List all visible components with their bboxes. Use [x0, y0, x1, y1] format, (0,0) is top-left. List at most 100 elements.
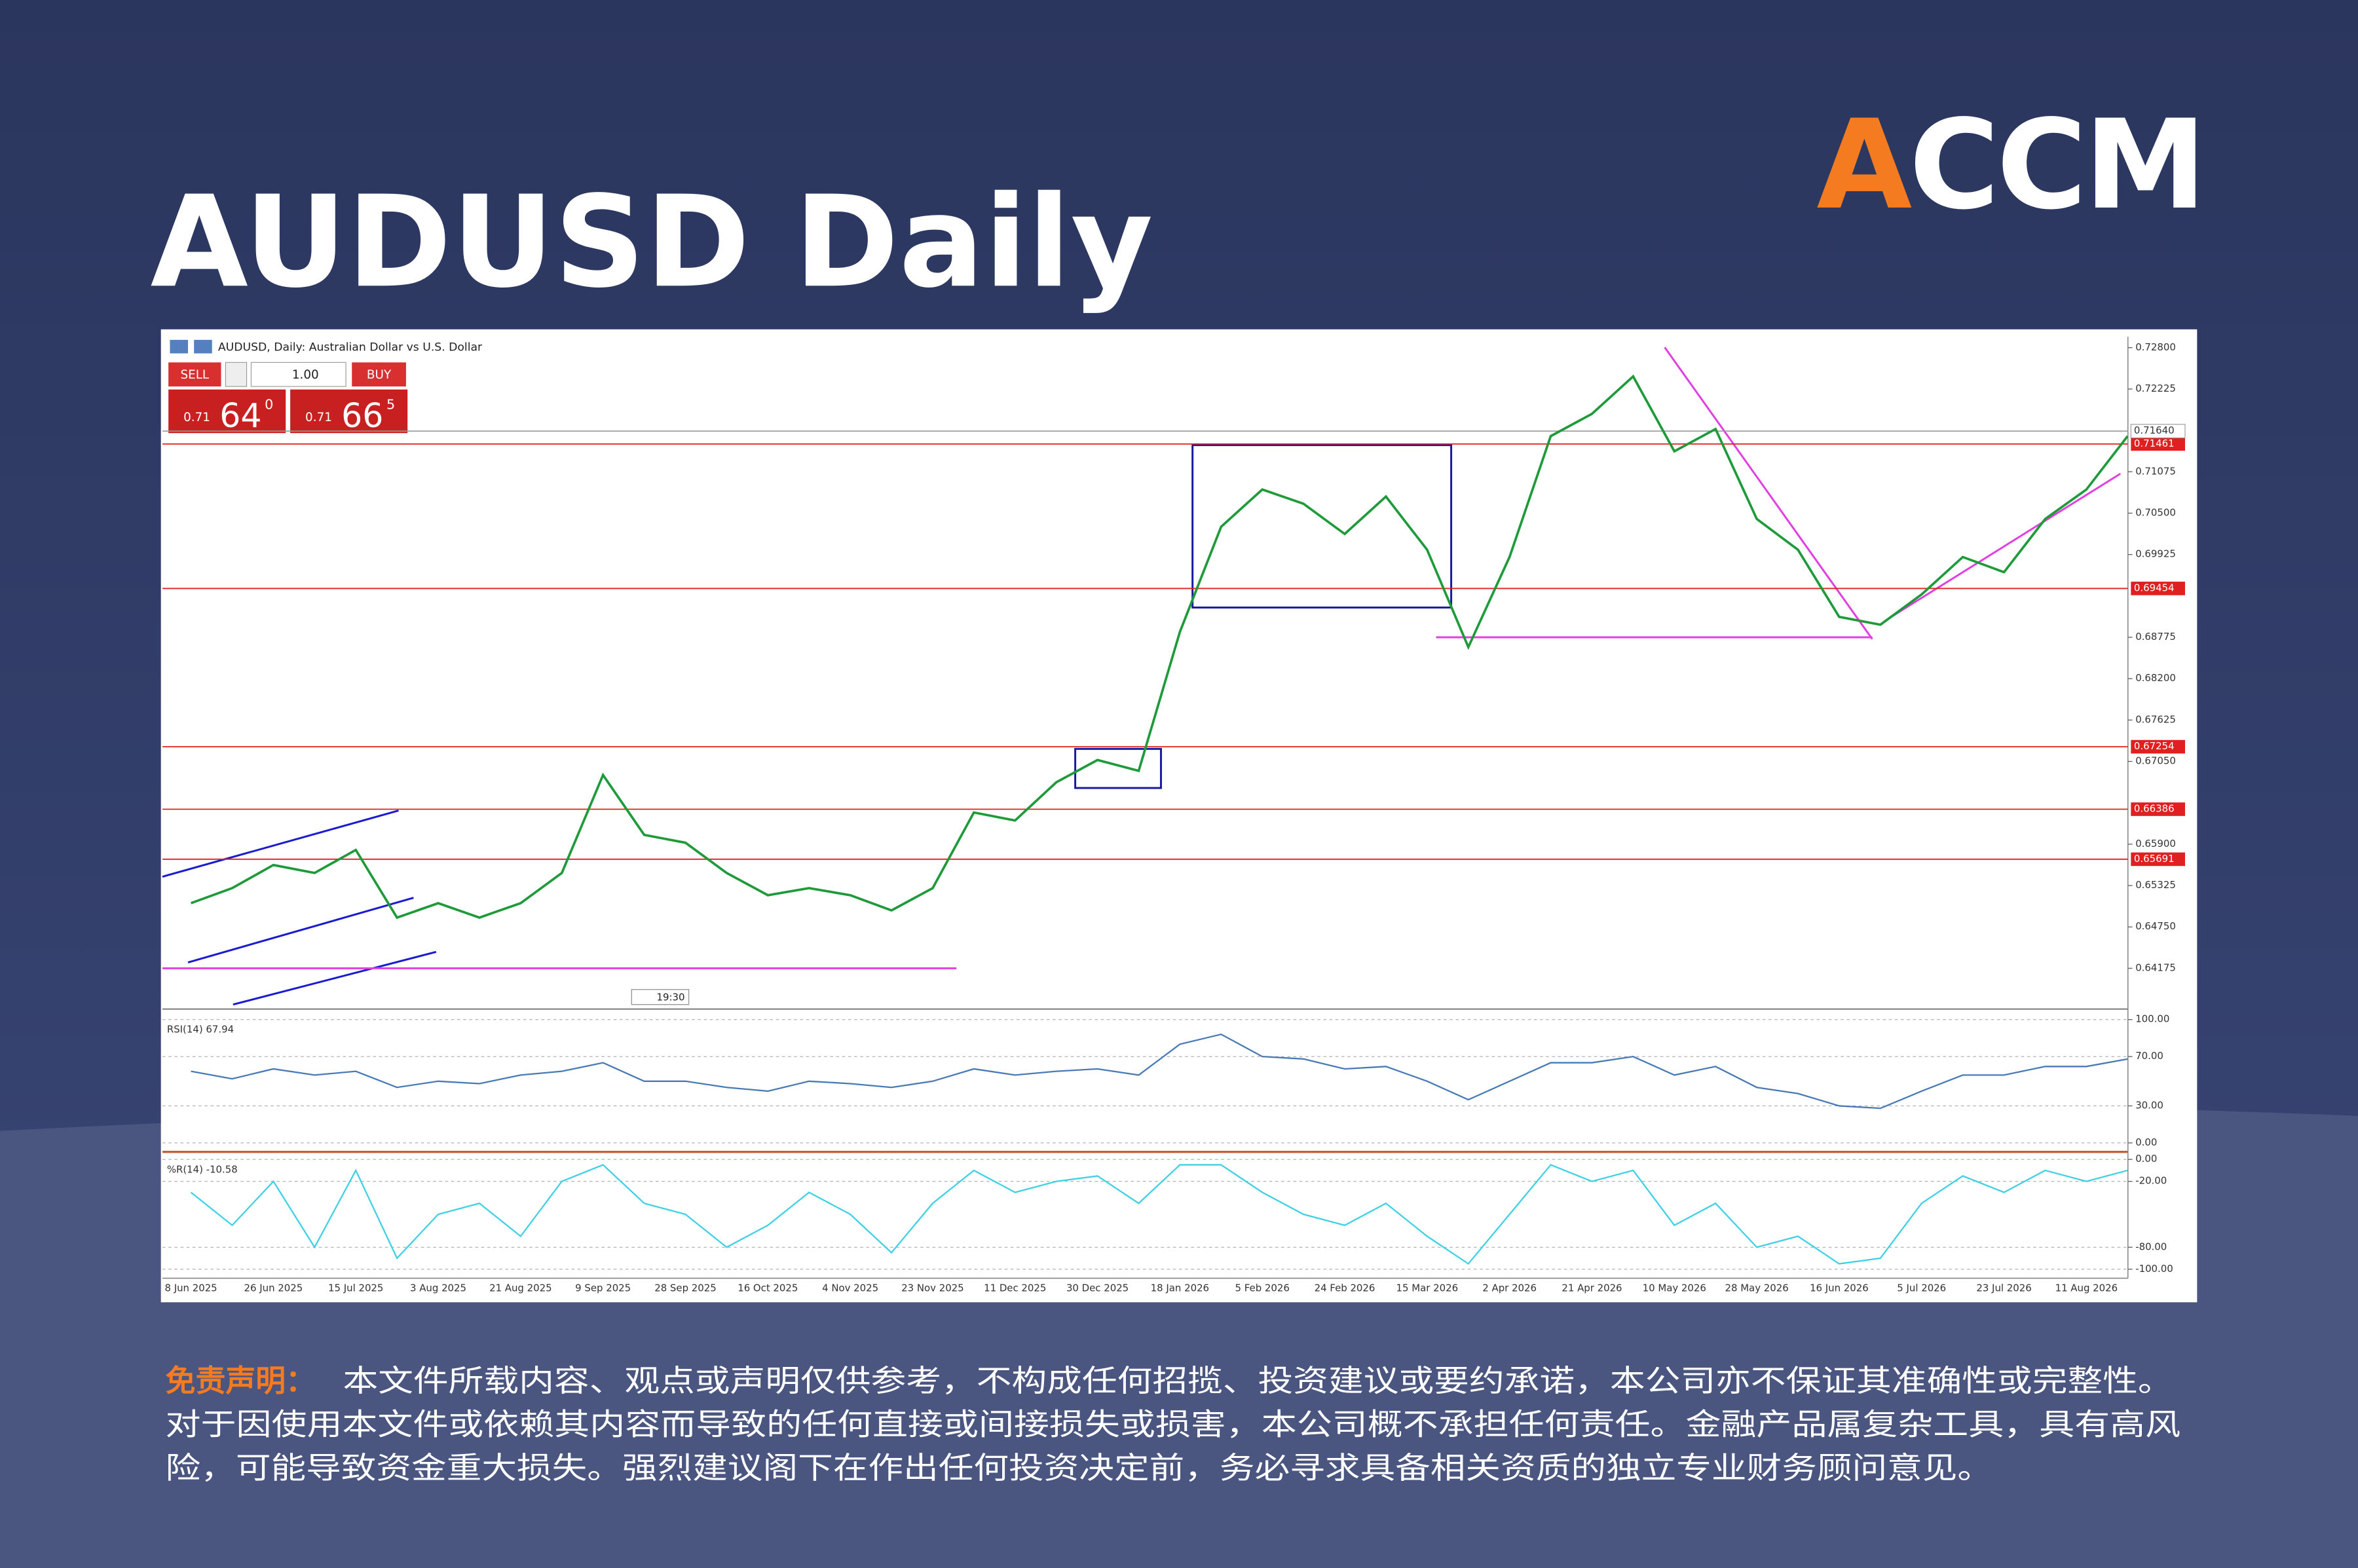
x-tick-label: 23 Nov 2025: [901, 1282, 964, 1294]
y-tick-label: 0.72225: [2135, 383, 2176, 394]
y-tick-label: 0.64750: [2135, 920, 2176, 932]
y-tick-label: 0.68200: [2135, 672, 2176, 684]
page-title: AUDUSD Daily: [151, 169, 1153, 316]
y-tick-label: 0.67050: [2135, 755, 2176, 767]
level-label-box: [2131, 739, 2185, 754]
logo-accent: A: [1816, 94, 1911, 237]
x-tick-label: 10 May 2026: [1643, 1282, 1706, 1294]
lot-input[interactable]: [250, 362, 346, 387]
indicator-title: %R(14) -10.58: [167, 1163, 238, 1175]
trend-line: [1664, 346, 1873, 640]
x-tick-label: 4 Nov 2025: [822, 1282, 878, 1294]
level-label-box: [2131, 582, 2185, 595]
level-label: 0.71461: [2134, 438, 2175, 449]
logo-rest: CCM: [1909, 94, 2204, 237]
ask-box[interactable]: [290, 389, 408, 434]
ask-big: 66: [341, 396, 383, 435]
x-tick-label: 5 Feb 2026: [1235, 1282, 1290, 1294]
lot-down[interactable]: [225, 362, 248, 387]
x-tick-label: 15 Jul 2025: [328, 1282, 383, 1294]
channel-line: [162, 810, 399, 878]
disclaimer-line: 对于因使用本文件或依赖其内容而导致的任何直接或间接损失或损害，本公司概不承担任何…: [166, 1406, 2181, 1442]
current-price-box: [2130, 424, 2186, 439]
y-tick-label: 0.71075: [2135, 465, 2176, 477]
x-tick-label: 28 Sep 2025: [654, 1282, 716, 1294]
y-tick-label: 0.00: [2135, 1136, 2157, 1148]
annotations: [162, 346, 2122, 1006]
icon: [170, 339, 188, 354]
x-tick-label: 11 Dec 2025: [984, 1282, 1046, 1294]
channel-line: [187, 897, 414, 963]
y-tick-label: 0.69925: [2135, 548, 2176, 560]
x-tick-label: 26 Jun 2025: [244, 1282, 303, 1294]
level-label-box: [2131, 802, 2185, 816]
x-tick-label: 2 Apr 2026: [1482, 1282, 1537, 1294]
y-tick-label: 70.00: [2135, 1050, 2163, 1062]
disclaimer-line: 险，可能导致资金重大损失。强烈建议阁下在作出任何投资决定前，务必寻求具备相关资质…: [166, 1450, 1993, 1485]
x-tick-label: 15 Mar 2026: [1396, 1282, 1459, 1294]
x-tick-label: 11 Aug 2026: [2055, 1282, 2118, 1294]
x-tick-label: 28 May 2026: [1725, 1282, 1788, 1294]
ask-prefix: 0.71: [305, 411, 332, 424]
bid-sup: 0: [265, 397, 273, 413]
sell-label: SELL: [180, 368, 209, 382]
buy-button[interactable]: [352, 362, 406, 387]
trade-panel: SELL 1.00 BUY 0.71 64 0 0.71 66 5: [168, 362, 408, 435]
x-tick-label: 21 Apr 2026: [1562, 1282, 1622, 1294]
clock: 19:30: [656, 991, 684, 1003]
bid-prefix: 0.71: [183, 411, 210, 424]
level-label: 0.69454: [2134, 582, 2175, 593]
bid-big: 64: [219, 396, 261, 435]
y-tick-label: 30.00: [2135, 1099, 2163, 1111]
series-line: [190, 1164, 2128, 1265]
clock-box: [631, 989, 690, 1005]
x-tick-label: 16 Oct 2025: [738, 1282, 798, 1294]
x-tick-label: 18 Jan 2026: [1151, 1282, 1209, 1294]
disclaimer-label: 免责声明：: [166, 1363, 316, 1398]
range-box: [1074, 747, 1162, 789]
x-tick-label: 9 Sep 2025: [575, 1282, 631, 1294]
chart-panel: [160, 329, 2198, 1303]
ask-sup: 5: [386, 397, 395, 413]
y-tick-label: -20.00: [2135, 1175, 2167, 1187]
y-tick-label: 0.00: [2135, 1153, 2157, 1165]
icon: [194, 339, 212, 354]
current-price-label: 0.71640: [2134, 424, 2175, 436]
indicator-title: RSI(14) 67.94: [167, 1024, 234, 1036]
level-label: 0.65691: [2134, 853, 2175, 865]
x-tick-label: 3 Aug 2025: [410, 1282, 466, 1294]
level-label-box: [2131, 852, 2185, 867]
level-label: 0.66386: [2134, 802, 2175, 814]
x-tick-label: 24 Feb 2026: [1315, 1282, 1376, 1294]
x-tick-label: 23 Jul 2026: [1976, 1282, 2031, 1294]
series-line: [191, 1033, 2128, 1110]
y-tick-label: 0.72800: [2135, 341, 2176, 353]
y-tick-label: -100.00: [2135, 1263, 2173, 1275]
y-tick-label: 100.00: [2135, 1013, 2169, 1025]
buy-label: BUY: [367, 368, 392, 382]
trend-line: [1891, 472, 2122, 618]
chart-header: AUDUSD, Daily: Australian Dollar vs U.S.…: [218, 341, 483, 354]
range-box: [1191, 444, 1453, 609]
y-tick-label: 0.64175: [2135, 961, 2176, 973]
x-tick-label: 16 Jun 2026: [1810, 1282, 1869, 1294]
disclaimer-line: 本文件所载内容、观点或声明仅供参考，不构成任何招揽、投资建议或要约承诺，本公司亦…: [343, 1363, 2173, 1398]
series-line: [190, 374, 2129, 920]
bid-box[interactable]: [168, 389, 286, 434]
sell-button[interactable]: [168, 362, 221, 387]
y-tick-label: 0.65325: [2135, 879, 2176, 891]
x-tick-label: 5 Jul 2026: [1897, 1282, 1946, 1294]
x-tick-label: 8 Jun 2025: [164, 1282, 217, 1294]
y-tick-label: -80.00: [2135, 1241, 2167, 1252]
y-tick-label: 0.70500: [2135, 506, 2176, 518]
y-tick-label: 0.67625: [2135, 713, 2176, 725]
level-label-box: [2131, 437, 2185, 451]
x-tick-label: 30 Dec 2025: [1066, 1282, 1129, 1294]
y-tick-label: 0.68775: [2135, 631, 2176, 643]
logo: ACCM: [1816, 94, 2203, 237]
x-tick-label: 21 Aug 2025: [489, 1282, 552, 1294]
channel-line: [233, 950, 437, 1006]
lot-value: 1.00: [292, 368, 319, 382]
